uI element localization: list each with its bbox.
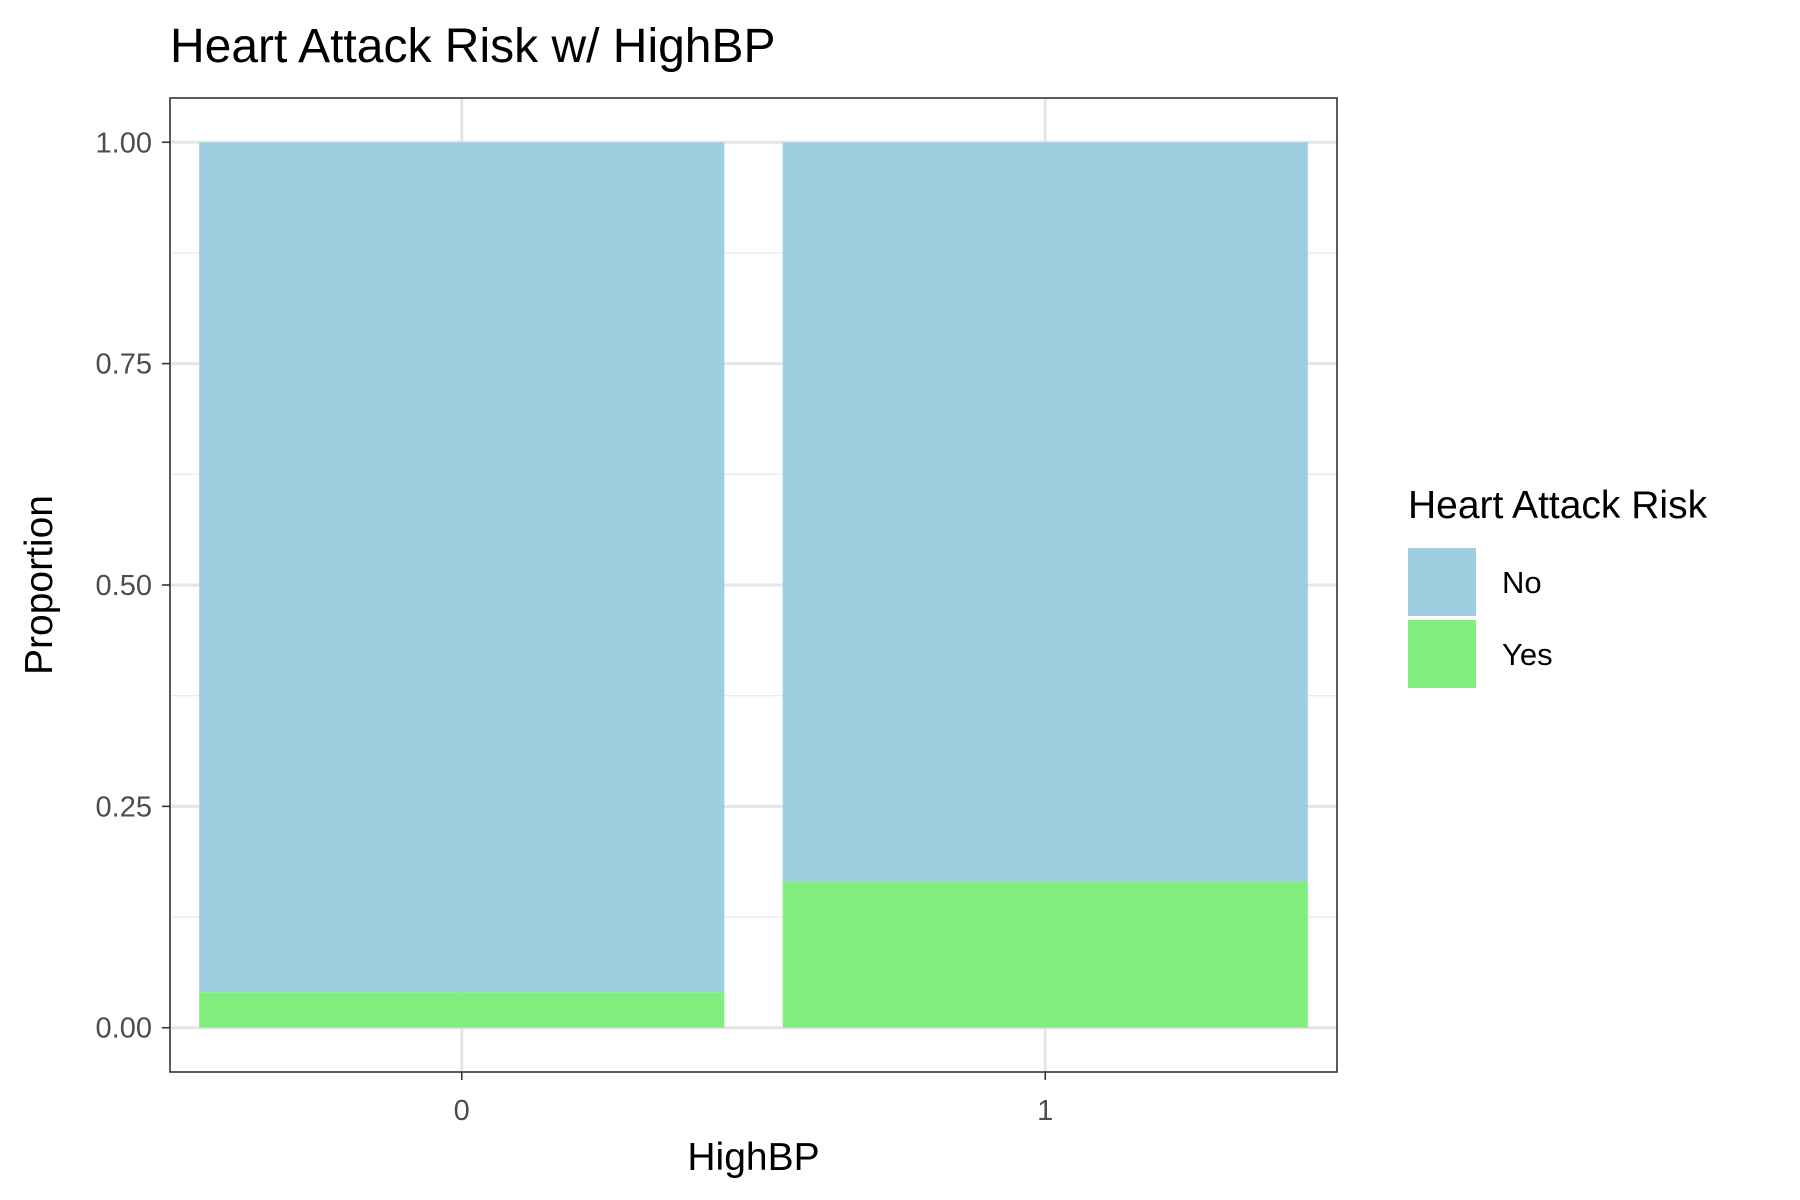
bar-no-0 xyxy=(199,142,725,993)
x-axis-title: HighBP xyxy=(687,1136,819,1179)
y-tick-label: 0.25 xyxy=(96,791,152,823)
legend: Heart Attack Risk No Yes xyxy=(1408,484,1708,688)
legend-label-yes: Yes xyxy=(1502,637,1553,672)
bar-yes-0 xyxy=(199,992,725,1028)
chart-title: Heart Attack Risk w/ HighBP xyxy=(170,20,776,73)
bar-yes-1 xyxy=(782,881,1308,1028)
y-tick-label: 0.50 xyxy=(96,570,152,602)
y-tick-label: 0.00 xyxy=(96,1013,152,1045)
bar-no-1 xyxy=(782,142,1308,882)
legend-entries: No Yes xyxy=(1408,548,1553,688)
y-tick-label: 0.75 xyxy=(96,349,152,381)
y-axis-title: Proportion xyxy=(18,495,61,675)
legend-title: Heart Attack Risk xyxy=(1408,484,1708,527)
bars xyxy=(199,142,1308,1028)
y-axis-ticks: 0.00 0.25 0.50 0.75 1.00 xyxy=(96,127,170,1045)
y-tick-label: 1.00 xyxy=(96,127,152,159)
legend-key-yes xyxy=(1408,620,1476,688)
legend-label-no: No xyxy=(1502,565,1542,600)
x-tick-label: 1 xyxy=(1037,1095,1053,1127)
legend-key-no xyxy=(1408,548,1476,616)
x-tick-label: 0 xyxy=(454,1095,470,1127)
